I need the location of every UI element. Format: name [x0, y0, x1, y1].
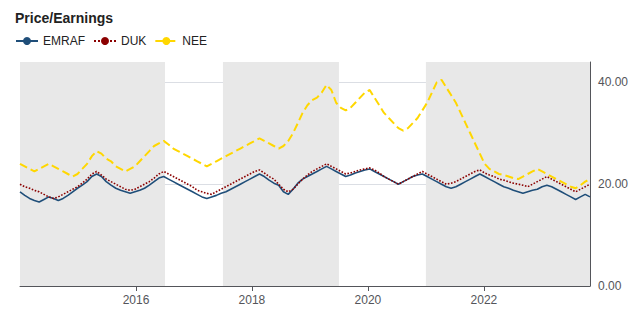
svg-text:EMRAF: EMRAF [43, 34, 85, 48]
svg-text:40.00: 40.00 [598, 75, 628, 89]
svg-text:2020: 2020 [355, 293, 382, 307]
svg-text:2018: 2018 [239, 293, 266, 307]
svg-text:NEE: NEE [182, 34, 207, 48]
svg-text:Price/Earnings: Price/Earnings [15, 10, 113, 26]
svg-text:2022: 2022 [471, 293, 498, 307]
svg-text:0.00: 0.00 [598, 279, 622, 293]
svg-text:20.00: 20.00 [598, 177, 628, 191]
svg-text:2016: 2016 [123, 293, 150, 307]
svg-text:DUK: DUK [121, 34, 146, 48]
